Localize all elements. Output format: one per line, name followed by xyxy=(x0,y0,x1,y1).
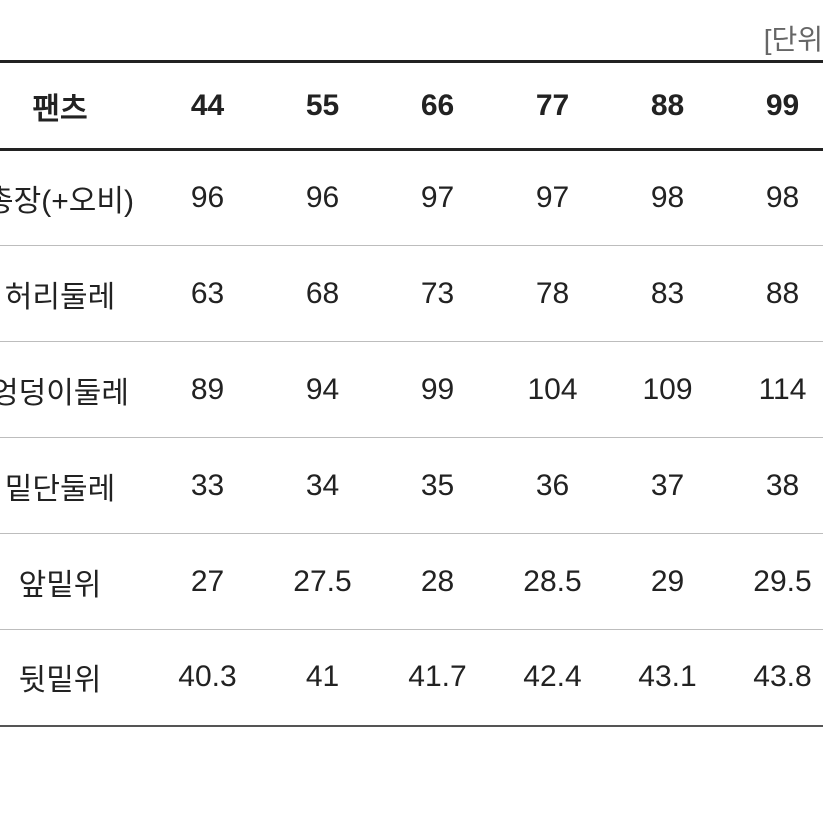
table-row: 앞밑위 27 27.5 28 28.5 29 29.5 xyxy=(0,534,823,630)
size-table: 팬츠 44 55 66 77 88 99 총장(+오비) 96 96 97 97… xyxy=(0,60,823,727)
cell: 37 xyxy=(610,438,725,534)
cell: 97 xyxy=(495,150,610,246)
cell: 98 xyxy=(725,150,823,246)
row-label: 총장(+오비) xyxy=(0,150,150,246)
table-header-col: 77 xyxy=(495,62,610,150)
cell: 83 xyxy=(610,246,725,342)
cell: 38 xyxy=(725,438,823,534)
cell: 29 xyxy=(610,534,725,630)
table-row: 총장(+오비) 96 96 97 97 98 98 xyxy=(0,150,823,246)
cell: 36 xyxy=(495,438,610,534)
cell: 41.7 xyxy=(380,630,495,726)
table-header-col: 44 xyxy=(150,62,265,150)
cell: 68 xyxy=(265,246,380,342)
cell: 89 xyxy=(150,342,265,438)
row-label: 앞밑위 xyxy=(0,534,150,630)
cell: 28.5 xyxy=(495,534,610,630)
cell: 29.5 xyxy=(725,534,823,630)
row-label: 밑단둘레 xyxy=(0,438,150,534)
unit-label: [단위 xyxy=(764,18,823,58)
table-header-col: 99 xyxy=(725,62,823,150)
cell: 114 xyxy=(725,342,823,438)
cell: 98 xyxy=(610,150,725,246)
cell: 43.1 xyxy=(610,630,725,726)
cell: 35 xyxy=(380,438,495,534)
table-header-col: 66 xyxy=(380,62,495,150)
table-header-label: 팬츠 xyxy=(0,62,150,150)
table-header-row: 팬츠 44 55 66 77 88 99 xyxy=(0,62,823,150)
cell: 97 xyxy=(380,150,495,246)
table-header-col: 88 xyxy=(610,62,725,150)
cell: 88 xyxy=(725,246,823,342)
cell: 43.8 xyxy=(725,630,823,726)
cell: 109 xyxy=(610,342,725,438)
table-row: 뒷밑위 40.3 41 41.7 42.4 43.1 43.8 xyxy=(0,630,823,726)
cell: 34 xyxy=(265,438,380,534)
row-label: 뒷밑위 xyxy=(0,630,150,726)
table-row: 밑단둘레 33 34 35 36 37 38 xyxy=(0,438,823,534)
cell: 96 xyxy=(150,150,265,246)
cell: 27 xyxy=(150,534,265,630)
cell: 40.3 xyxy=(150,630,265,726)
cell: 41 xyxy=(265,630,380,726)
cell: 73 xyxy=(380,246,495,342)
table-row: 엉덩이둘레 89 94 99 104 109 114 xyxy=(0,342,823,438)
row-label: 엉덩이둘레 xyxy=(0,342,150,438)
size-table-wrap: 팬츠 44 55 66 77 88 99 총장(+오비) 96 96 97 97… xyxy=(0,60,823,727)
cell: 99 xyxy=(380,342,495,438)
cell: 94 xyxy=(265,342,380,438)
cell: 33 xyxy=(150,438,265,534)
cell: 28 xyxy=(380,534,495,630)
cell: 42.4 xyxy=(495,630,610,726)
table-row: 허리둘레 63 68 73 78 83 88 xyxy=(0,246,823,342)
table-header-col: 55 xyxy=(265,62,380,150)
row-label: 허리둘레 xyxy=(0,246,150,342)
cell: 104 xyxy=(495,342,610,438)
cell: 96 xyxy=(265,150,380,246)
cell: 27.5 xyxy=(265,534,380,630)
cell: 63 xyxy=(150,246,265,342)
cell: 78 xyxy=(495,246,610,342)
